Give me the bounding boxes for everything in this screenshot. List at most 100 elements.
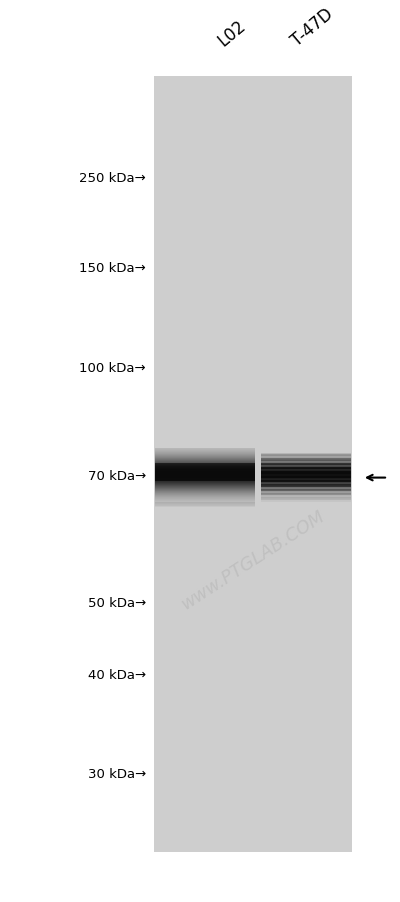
Bar	[261, 467, 351, 468]
Bar	[155, 478, 255, 479]
Bar	[155, 474, 255, 476]
Bar	[155, 504, 255, 505]
Bar	[155, 462, 255, 464]
Bar	[261, 471, 351, 473]
Bar	[261, 500, 351, 501]
Bar	[155, 497, 255, 499]
Bar	[261, 454, 351, 456]
Bar	[155, 471, 255, 473]
Bar	[261, 462, 351, 463]
Bar	[155, 464, 255, 465]
Text: 100 kDa→: 100 kDa→	[79, 362, 146, 374]
Bar	[155, 460, 255, 462]
Bar	[261, 463, 351, 465]
Bar	[155, 455, 255, 456]
Bar	[261, 456, 351, 457]
Bar	[261, 459, 351, 460]
Bar	[155, 452, 255, 454]
Bar	[261, 499, 351, 500]
Bar	[155, 498, 255, 500]
Bar	[261, 492, 351, 493]
Bar	[261, 475, 351, 476]
Bar	[261, 464, 351, 465]
Bar	[155, 461, 255, 463]
Bar	[155, 448, 255, 450]
Bar	[155, 502, 255, 503]
Bar	[261, 496, 351, 498]
Bar	[155, 467, 255, 468]
Bar	[261, 473, 351, 474]
Bar	[155, 459, 255, 461]
Bar	[155, 469, 255, 470]
Bar	[155, 470, 255, 471]
Bar	[155, 480, 255, 481]
Bar	[155, 489, 255, 491]
Bar	[261, 495, 351, 497]
Bar	[261, 460, 351, 461]
Text: L02: L02	[214, 16, 249, 50]
Bar	[155, 487, 255, 489]
Bar	[155, 495, 255, 497]
Text: 150 kDa→: 150 kDa→	[79, 262, 146, 274]
Bar	[261, 466, 351, 467]
Bar	[155, 475, 255, 477]
Bar	[261, 482, 351, 483]
Bar	[155, 503, 255, 504]
Bar	[155, 451, 255, 453]
Bar	[155, 465, 255, 466]
Bar	[261, 478, 351, 480]
Bar	[155, 506, 255, 507]
Bar	[261, 474, 351, 475]
Bar	[261, 470, 351, 472]
Bar	[155, 496, 255, 498]
Bar	[155, 456, 255, 457]
Bar	[261, 494, 351, 495]
Bar	[155, 476, 255, 478]
Bar	[155, 483, 255, 485]
Bar	[261, 461, 351, 462]
Bar	[261, 478, 351, 479]
Bar	[261, 457, 351, 458]
Bar	[261, 455, 351, 456]
Bar	[155, 474, 255, 475]
Bar	[261, 465, 351, 466]
Bar	[261, 476, 351, 477]
Bar	[155, 482, 255, 483]
Bar	[155, 501, 255, 502]
Bar	[261, 484, 351, 485]
Bar	[261, 469, 351, 471]
Bar	[261, 468, 351, 469]
Bar	[155, 499, 255, 501]
Bar	[155, 457, 255, 458]
Bar	[155, 491, 255, 492]
Bar	[261, 501, 351, 502]
Bar	[155, 505, 255, 506]
Bar	[261, 481, 351, 482]
Bar	[261, 479, 351, 481]
Text: www.PTGLAB.COM: www.PTGLAB.COM	[178, 506, 328, 612]
Bar	[261, 485, 351, 486]
Bar	[261, 493, 351, 494]
Bar	[261, 488, 351, 490]
Bar	[261, 497, 351, 498]
Bar	[261, 485, 351, 487]
Text: 40 kDa→: 40 kDa→	[88, 668, 146, 681]
Bar	[155, 468, 255, 469]
Text: 30 kDa→: 30 kDa→	[88, 768, 146, 780]
Bar	[155, 484, 255, 486]
Bar	[261, 469, 351, 470]
Bar	[154, 77, 352, 852]
Bar	[261, 487, 351, 489]
Text: 50 kDa→: 50 kDa→	[88, 596, 146, 609]
Text: 250 kDa→: 250 kDa→	[79, 172, 146, 185]
Text: 70 kDa→: 70 kDa→	[88, 470, 146, 483]
Bar	[155, 454, 255, 455]
Bar	[261, 453, 351, 455]
Bar	[261, 491, 351, 492]
Bar	[261, 477, 351, 478]
Bar	[261, 489, 351, 491]
Bar	[261, 456, 351, 457]
Text: T-47D: T-47D	[288, 5, 337, 50]
Bar	[261, 480, 351, 482]
Bar	[155, 472, 255, 474]
